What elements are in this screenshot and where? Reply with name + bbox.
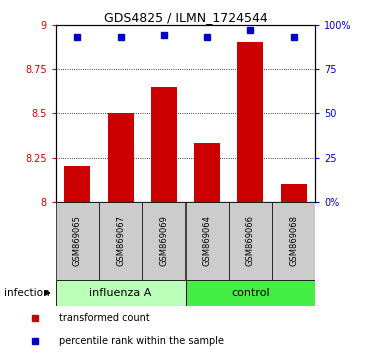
Bar [186, 202, 229, 280]
Bar [186, 280, 315, 306]
Bar [237, 42, 263, 202]
Text: GSM869066: GSM869066 [246, 215, 255, 266]
Bar [151, 87, 177, 202]
Bar [56, 202, 99, 280]
Bar [64, 166, 90, 202]
Text: control: control [231, 288, 270, 298]
Text: GSM869064: GSM869064 [203, 215, 211, 266]
Title: GDS4825 / ILMN_1724544: GDS4825 / ILMN_1724544 [104, 11, 267, 24]
Bar [281, 184, 307, 202]
Bar [142, 202, 186, 280]
Text: percentile rank within the sample: percentile rank within the sample [59, 336, 224, 346]
Bar [272, 202, 315, 280]
Bar [108, 113, 134, 202]
Bar [56, 280, 186, 306]
Text: influenza A: influenza A [89, 288, 152, 298]
Text: GSM869067: GSM869067 [116, 215, 125, 266]
Bar [194, 143, 220, 202]
Text: GSM869065: GSM869065 [73, 215, 82, 266]
Text: transformed count: transformed count [59, 313, 150, 323]
Text: GSM869069: GSM869069 [160, 215, 168, 266]
Bar [229, 202, 272, 280]
Text: GSM869068: GSM869068 [289, 215, 298, 266]
Bar [99, 202, 142, 280]
Text: infection: infection [4, 288, 49, 298]
